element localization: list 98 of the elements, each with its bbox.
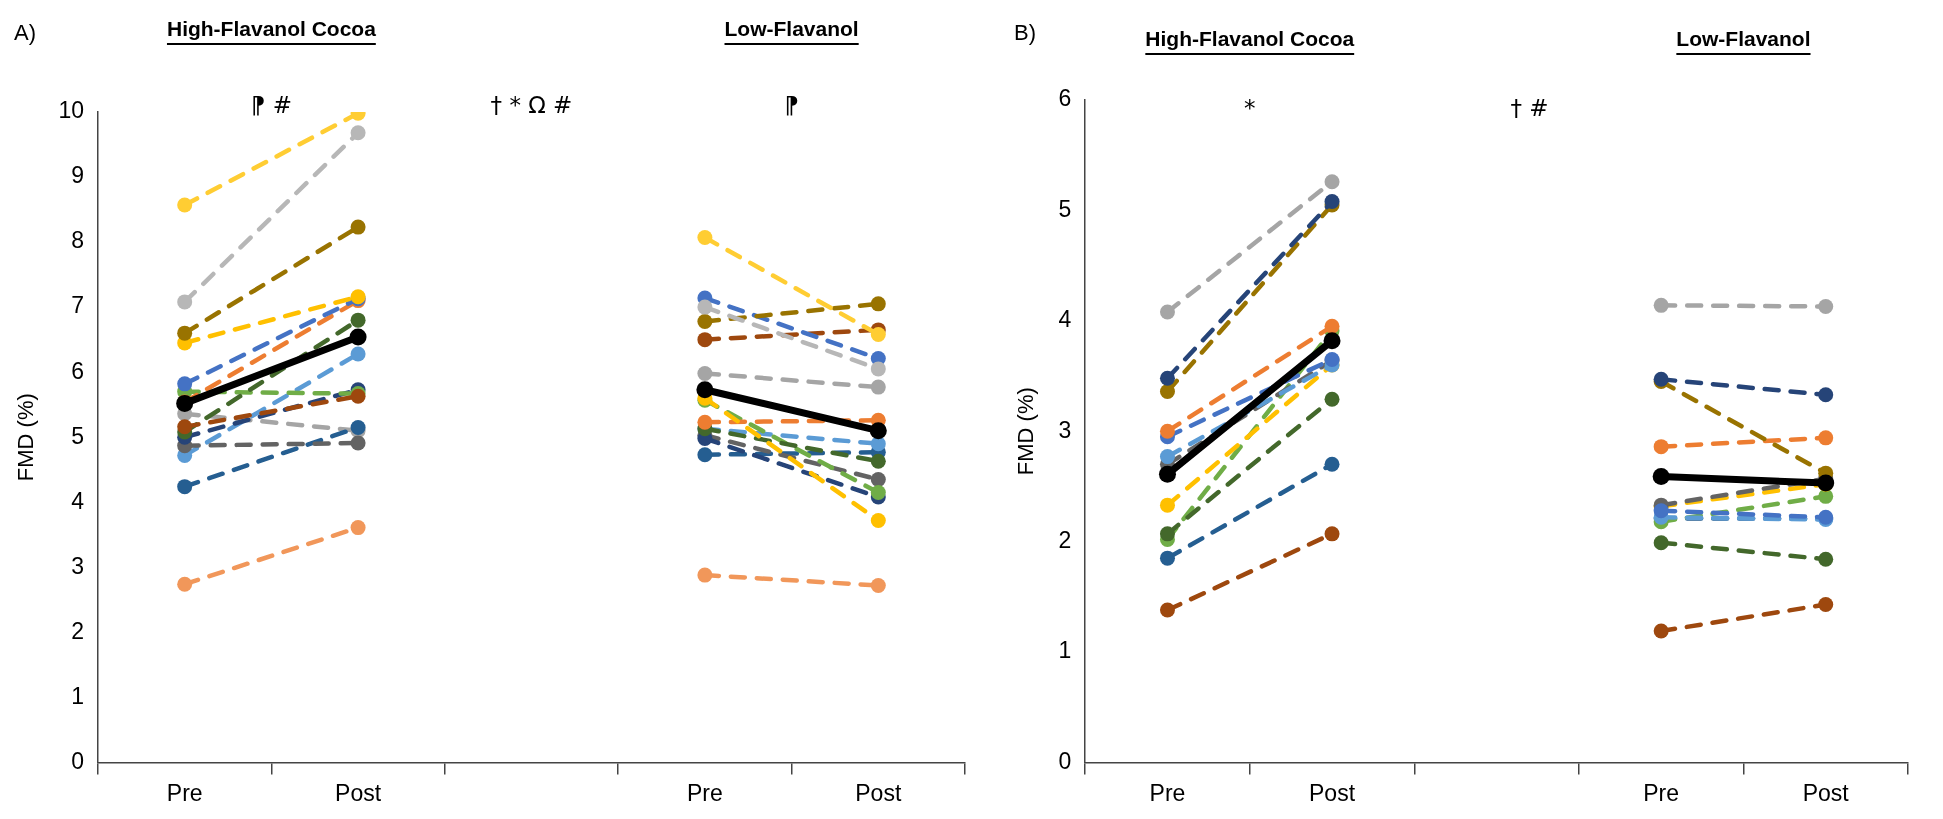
point — [870, 296, 886, 312]
y-tick-label: 7 — [71, 292, 84, 319]
point — [1158, 465, 1176, 483]
point — [696, 381, 714, 399]
point — [1159, 449, 1175, 465]
point — [1818, 551, 1834, 567]
y-tick-label: 6 — [1058, 85, 1072, 112]
y-tick-label: 5 — [71, 422, 84, 449]
y-tick-label: 2 — [1058, 526, 1072, 553]
point — [350, 219, 366, 235]
point — [697, 567, 713, 583]
point — [697, 447, 713, 463]
point — [870, 326, 886, 342]
point — [697, 313, 713, 329]
point — [350, 520, 366, 536]
point — [1324, 526, 1340, 542]
point — [350, 312, 366, 328]
point — [870, 471, 886, 487]
point — [350, 346, 366, 362]
x-tick-label: Post — [335, 779, 382, 806]
point — [1818, 387, 1834, 403]
text: High-Flavanol Cocoa — [166, 16, 377, 40]
x-tick-label: Post — [1802, 779, 1850, 806]
x-tick-label: Pre — [1149, 779, 1186, 806]
point — [1159, 304, 1175, 320]
point — [1159, 526, 1175, 542]
point — [870, 453, 886, 469]
y-tick-label: 0 — [1058, 747, 1072, 774]
point — [349, 328, 367, 346]
y-tick-label: 3 — [71, 552, 84, 579]
point — [697, 299, 713, 315]
text: Low-Flavanol — [1676, 26, 1811, 50]
point — [177, 419, 193, 435]
point — [1324, 456, 1340, 472]
point — [1653, 439, 1669, 455]
annotation: * — [1244, 94, 1256, 121]
y-axis-title: FMD (%) — [1013, 387, 1039, 476]
point — [177, 197, 193, 213]
point — [870, 512, 886, 528]
chart-title: A) — [14, 20, 36, 46]
point — [870, 379, 886, 395]
x-tick-label: Pre — [166, 779, 203, 806]
point — [1324, 391, 1340, 407]
y-tick-label: 0 — [71, 747, 84, 774]
point — [1159, 383, 1175, 399]
y-tick-label: 1 — [1058, 637, 1072, 664]
point — [869, 422, 887, 440]
point — [1159, 602, 1175, 618]
y-tick-label: 8 — [71, 227, 84, 254]
point — [1653, 535, 1669, 551]
point — [697, 365, 713, 381]
point — [697, 332, 713, 348]
point — [1653, 503, 1669, 519]
point — [177, 376, 193, 392]
point — [177, 325, 193, 341]
y-tick-label: 6 — [71, 357, 84, 384]
x-tick-label: Post — [1309, 779, 1356, 806]
point — [1324, 174, 1340, 190]
point — [1652, 467, 1670, 485]
text: Low-Flavanol — [724, 16, 859, 40]
y-axis-title: FMD (%) — [13, 393, 39, 482]
y-tick-label: 2 — [71, 617, 84, 644]
y-tick-label: 5 — [1058, 195, 1072, 222]
annotation: ⁋ — [784, 91, 799, 118]
point — [177, 576, 193, 592]
text: High-Flavanol Cocoa — [1145, 26, 1355, 50]
point — [697, 414, 713, 430]
annotation: † * Ω # — [490, 91, 573, 118]
point — [1159, 497, 1175, 513]
x-tick-label: Post — [855, 779, 902, 806]
x-tick-label: Pre — [1643, 779, 1680, 806]
y-tick-label: 4 — [1058, 306, 1072, 333]
y-tick-label: 9 — [71, 162, 84, 189]
point — [350, 125, 366, 141]
point — [1818, 597, 1834, 613]
point — [1159, 370, 1175, 386]
y-tick-label: 1 — [71, 682, 84, 709]
annotation: † # — [1510, 94, 1549, 121]
point — [870, 361, 886, 377]
point — [177, 294, 193, 310]
point — [1159, 550, 1175, 566]
point — [350, 419, 366, 435]
point — [697, 230, 713, 246]
point — [1653, 623, 1669, 639]
point — [1818, 298, 1834, 314]
y-tick-label: 10 — [58, 97, 84, 124]
point — [177, 479, 193, 495]
point — [1159, 423, 1175, 439]
point — [350, 435, 366, 451]
y-tick-label: 3 — [1058, 416, 1072, 443]
y-tick-label: 4 — [71, 487, 85, 514]
point — [870, 577, 886, 593]
chart-title: B) — [1014, 20, 1036, 46]
point — [1818, 430, 1834, 446]
point — [870, 484, 886, 500]
point — [1653, 297, 1669, 313]
annotation: ⁋ # — [250, 91, 292, 118]
x-tick-label: Pre — [687, 779, 723, 806]
